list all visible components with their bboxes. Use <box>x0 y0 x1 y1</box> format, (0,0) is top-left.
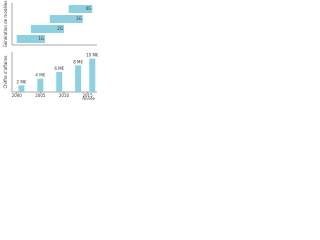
value-label: 4 M€ <box>35 73 45 78</box>
bar <box>89 58 96 92</box>
bar <box>37 78 44 92</box>
timeline-bar <box>30 25 64 33</box>
bar-label: 3G <box>76 16 82 21</box>
timeline-bar <box>49 15 83 23</box>
bar <box>75 65 82 92</box>
bar-label: 1G <box>38 36 44 41</box>
x-tick-label: 2010 <box>59 93 70 98</box>
y-axis-label: Chiffre d'affaires <box>3 56 8 89</box>
chart: Génération de modèles Chiffre d'affaires… <box>3 1 99 101</box>
value-label: 2 M€ <box>17 79 27 84</box>
value-label: 8 M€ <box>73 59 83 64</box>
timeline-bar <box>68 5 93 13</box>
y-axis-label: Génération de modèles <box>3 1 8 48</box>
timeline-bar <box>16 35 46 43</box>
bar-label: 2G <box>57 26 63 31</box>
x-axis-label: Année <box>82 96 95 101</box>
bar-label: 4G <box>86 6 92 11</box>
x-tick-label: 2000 <box>12 93 23 98</box>
bar <box>18 85 25 92</box>
bar <box>56 72 63 92</box>
value-label: 6 M€ <box>54 66 64 71</box>
x-tick-label: 2015 <box>82 93 93 98</box>
value-label: 10 M€ <box>86 53 99 58</box>
x-tick-label: 2005 <box>35 93 46 98</box>
